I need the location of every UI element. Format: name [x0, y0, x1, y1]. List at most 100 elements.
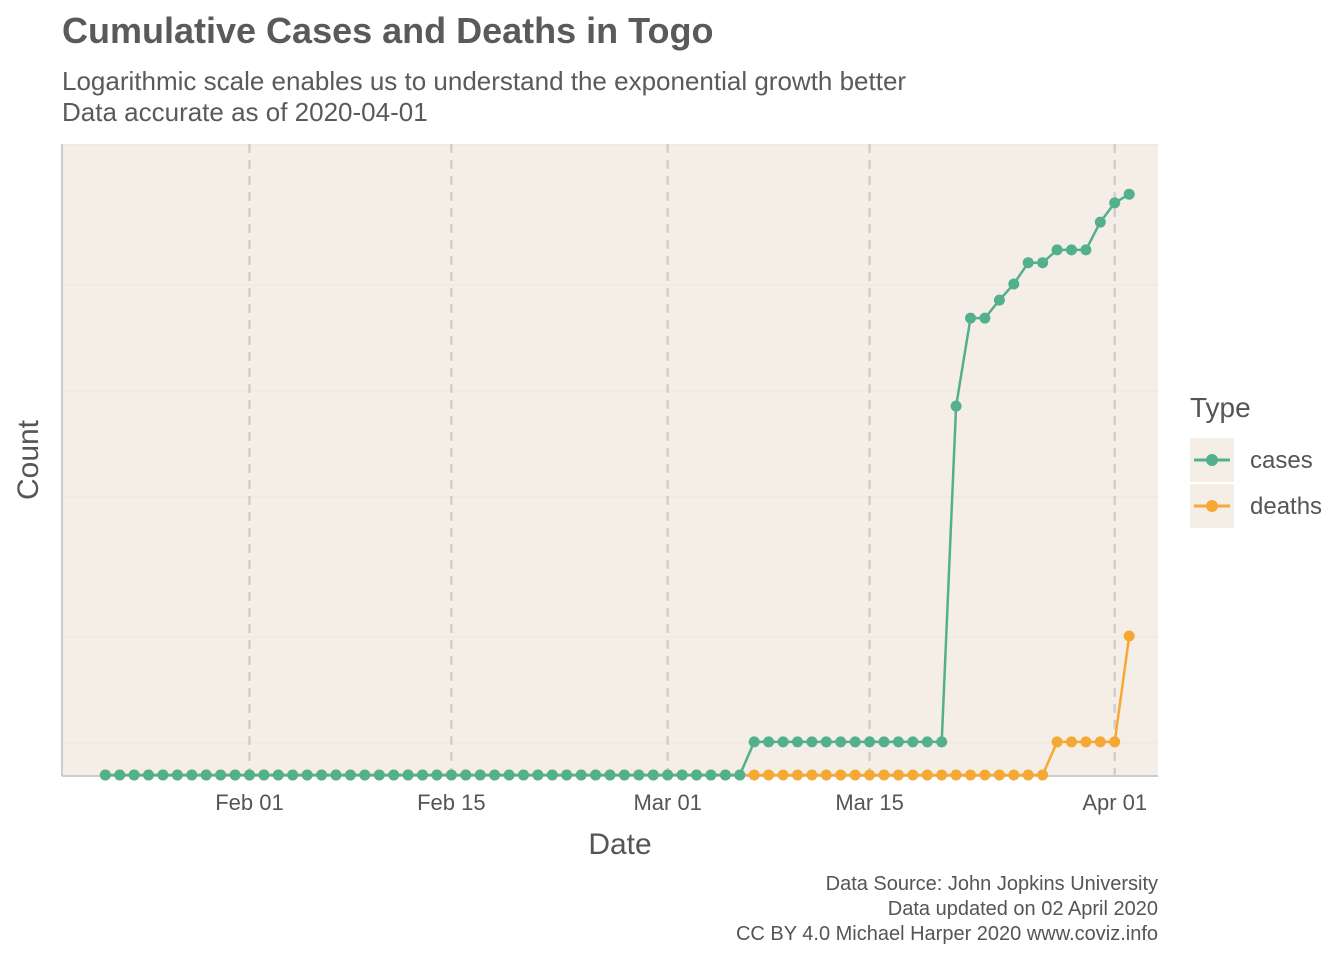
caption-line-2: Data updated on 02 April 2020	[887, 898, 1158, 920]
point-cases-58	[936, 736, 948, 748]
point-cases-42	[705, 769, 717, 781]
point-deaths-60	[965, 769, 976, 781]
point-cases-46	[763, 736, 775, 748]
point-cases-62	[993, 294, 1005, 306]
point-cases-45	[748, 736, 760, 748]
point-deaths-50	[820, 769, 832, 781]
legend-title: Type	[1190, 392, 1251, 423]
point-cases-10	[244, 769, 255, 781]
point-cases-30	[532, 769, 544, 781]
point-cases-41	[691, 769, 702, 781]
point-cases-44	[734, 769, 746, 781]
point-cases-34	[590, 769, 602, 781]
x-tick-label-4: Apr 01	[1082, 790, 1147, 815]
point-cases-70	[1109, 197, 1121, 209]
point-cases-27	[489, 769, 501, 781]
chart-title: Cumulative Cases and Deaths in Togo	[62, 10, 714, 51]
caption-line-1: Data Source: John Jopkins University	[825, 873, 1158, 895]
x-axis-title: Date	[588, 828, 651, 861]
point-deaths-57	[921, 769, 933, 781]
point-cases-57	[921, 736, 933, 748]
point-cases-15	[316, 769, 328, 781]
x-tick-label-1: Feb 15	[417, 790, 486, 815]
point-cases-68	[1080, 244, 1092, 256]
chart-subtitle: Logarithmic scale enables us to understa…	[62, 66, 906, 128]
point-cases-61	[979, 312, 991, 324]
subtitle-line-2: Data accurate as of 2020-04-01	[62, 97, 428, 127]
point-cases-38	[647, 769, 659, 781]
point-cases-37	[633, 769, 645, 781]
point-cases-53	[864, 736, 876, 748]
chart-caption: Data Source: John Jopkins University Dat…	[736, 872, 1158, 947]
point-cases-25	[460, 769, 472, 781]
legend-item-deaths: deaths	[1190, 484, 1340, 528]
point-cases-14	[301, 769, 313, 781]
point-deaths-64	[1022, 769, 1034, 781]
point-deaths-46	[763, 769, 775, 781]
legend-key-cases	[1190, 438, 1234, 482]
point-deaths-70	[1109, 736, 1121, 748]
point-cases-39	[662, 769, 674, 781]
legend-key-deaths	[1190, 484, 1234, 528]
legend-label-deaths: deaths	[1250, 493, 1323, 520]
point-deaths-49	[806, 769, 818, 781]
point-deaths-56	[907, 769, 919, 781]
point-cases-9	[229, 769, 241, 781]
x-tick-label-3: Mar 15	[835, 790, 903, 815]
point-deaths-45	[748, 769, 760, 781]
point-cases-7	[200, 769, 212, 781]
point-cases-12	[272, 769, 284, 781]
point-cases-2	[128, 769, 140, 781]
point-deaths-65	[1037, 769, 1049, 781]
point-deaths-47	[777, 769, 789, 781]
point-cases-43	[719, 769, 731, 781]
x-tick-label-0: Feb 01	[215, 790, 284, 815]
point-cases-20	[388, 769, 400, 781]
point-cases-35	[604, 769, 616, 781]
point-cases-69	[1094, 216, 1106, 228]
point-cases-54	[878, 736, 890, 748]
point-cases-29	[518, 769, 529, 781]
point-cases-1	[114, 769, 126, 781]
y-axis-title: Count	[12, 419, 45, 500]
point-cases-52	[849, 736, 861, 748]
point-deaths-59	[950, 769, 962, 781]
point-cases-31	[546, 769, 558, 781]
point-cases-66	[1051, 244, 1063, 256]
point-cases-24	[445, 769, 457, 781]
point-deaths-53	[864, 769, 876, 781]
point-cases-19	[373, 769, 385, 781]
point-cases-48	[792, 736, 803, 748]
point-deaths-62	[993, 769, 1005, 781]
point-deaths-61	[979, 769, 991, 781]
point-cases-28	[503, 769, 515, 781]
plot-panel	[62, 144, 1158, 776]
point-deaths-63	[1008, 769, 1020, 781]
point-cases-22	[417, 769, 428, 781]
point-cases-16	[330, 769, 342, 781]
point-deaths-69	[1094, 736, 1106, 748]
point-cases-60	[965, 312, 976, 324]
point-cases-26	[474, 769, 486, 781]
point-cases-47	[777, 736, 789, 748]
point-cases-21	[402, 769, 414, 781]
point-cases-18	[359, 769, 371, 781]
point-cases-67	[1066, 244, 1077, 256]
point-deaths-68	[1080, 736, 1092, 748]
point-cases-11	[258, 769, 270, 781]
point-cases-56	[907, 736, 919, 748]
point-deaths-52	[849, 769, 861, 781]
point-deaths-66	[1051, 736, 1063, 748]
point-cases-51	[835, 736, 847, 748]
legend-item-cases: cases	[1190, 438, 1340, 482]
point-cases-50	[820, 736, 832, 748]
point-deaths-48	[792, 769, 803, 781]
point-deaths-55	[892, 769, 904, 781]
point-cases-4	[157, 769, 169, 781]
point-deaths-67	[1066, 736, 1077, 748]
point-cases-40	[676, 769, 688, 781]
point-cases-59	[950, 400, 962, 412]
x-tick-label-2: Mar 01	[633, 790, 701, 815]
point-cases-55	[892, 736, 904, 748]
